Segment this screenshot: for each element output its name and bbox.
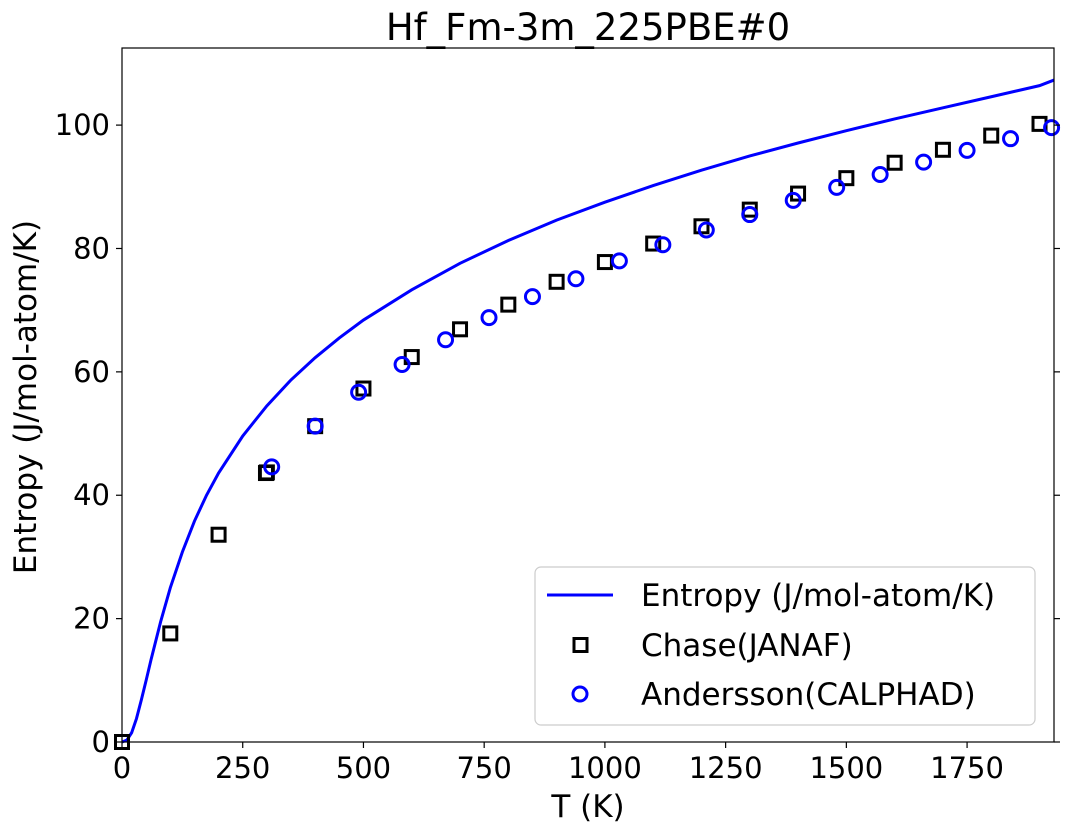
data-point-andersson-calphad	[654, 236, 672, 254]
data-point-chase-janaf	[210, 526, 227, 543]
legend-box	[534, 566, 1036, 726]
data-point-andersson-calphad	[263, 458, 281, 476]
x-tick-label: 1750	[930, 751, 1004, 785]
data-point-chase-janaf	[548, 273, 565, 290]
plot-frame	[121, 47, 1055, 743]
x-tick-label: 1500	[809, 751, 883, 785]
series-line-entropy	[121, 78, 1055, 744]
legend: Entropy (J/mol-atom/K) Chase(JANAF) Anders…	[534, 566, 1036, 726]
data-point-andersson-calphad	[828, 178, 846, 196]
data-point-chase-janaf	[452, 321, 469, 338]
data-point-andersson-calphad	[741, 206, 759, 224]
legend-swatch-square	[572, 637, 589, 653]
y-tick-label: 0	[92, 725, 110, 759]
data-point-andersson-calphad	[915, 153, 933, 171]
x-axis-label: T (K)	[550, 789, 624, 825]
data-point-chase-janaf	[162, 625, 179, 642]
x-tick-label: 0	[113, 751, 131, 785]
chart-title: Hf_Fm-3m_225PBE#0	[386, 6, 790, 49]
legend-label: Entropy (J/mol-atom/K)	[641, 578, 995, 614]
data-point-chase-janaf	[838, 170, 855, 187]
y-axis-label: Entropy (J/mol-atom/K)	[8, 220, 44, 574]
legend-label: Andersson(CALPHAD)	[641, 677, 976, 713]
y-tick-label: 100	[55, 108, 110, 142]
data-point-andersson-calphad	[567, 270, 585, 288]
y-tick-label: 20	[73, 602, 110, 636]
data-point-andersson-calphad	[871, 165, 889, 183]
x-tick-label: 250	[215, 751, 270, 785]
data-point-chase-janaf	[983, 127, 1000, 144]
legend-swatch-circle	[571, 685, 589, 703]
data-point-andersson-calphad	[350, 383, 368, 401]
data-point-andersson-calphad	[480, 309, 498, 327]
x-tick-label: 1000	[568, 751, 642, 785]
data-point-andersson-calphad	[306, 417, 324, 435]
data-point-andersson-calphad	[697, 221, 715, 239]
data-point-andersson-calphad	[523, 288, 541, 306]
y-tick-label: 40	[73, 478, 110, 512]
data-point-andersson-calphad	[784, 191, 802, 209]
legend-label: Chase(JANAF)	[641, 628, 853, 664]
data-point-chase-janaf	[886, 154, 903, 171]
x-tick-label: 1250	[689, 751, 763, 785]
data-point-chase-janaf	[500, 296, 517, 313]
data-point-andersson-calphad	[1043, 119, 1061, 137]
x-tick-label: 500	[336, 751, 391, 785]
data-point-chase-janaf	[934, 141, 951, 158]
data-point-andersson-calphad	[1002, 130, 1020, 148]
data-point-andersson-calphad	[393, 355, 411, 373]
data-point-andersson-calphad	[610, 252, 628, 270]
y-tick-label: 80	[73, 231, 110, 265]
plot-area	[114, 78, 1061, 750]
data-point-chase-janaf	[645, 235, 662, 252]
x-tick-label: 750	[456, 751, 511, 785]
axis-ticks: 0 250 500 750 1000 1250 1500 1750 0 20 40 60 80 100	[55, 108, 1060, 785]
y-tick-label: 60	[73, 355, 110, 389]
data-point-andersson-calphad	[958, 141, 976, 159]
data-point-chase-janaf	[596, 254, 613, 271]
data-point-andersson-calphad	[437, 331, 455, 349]
